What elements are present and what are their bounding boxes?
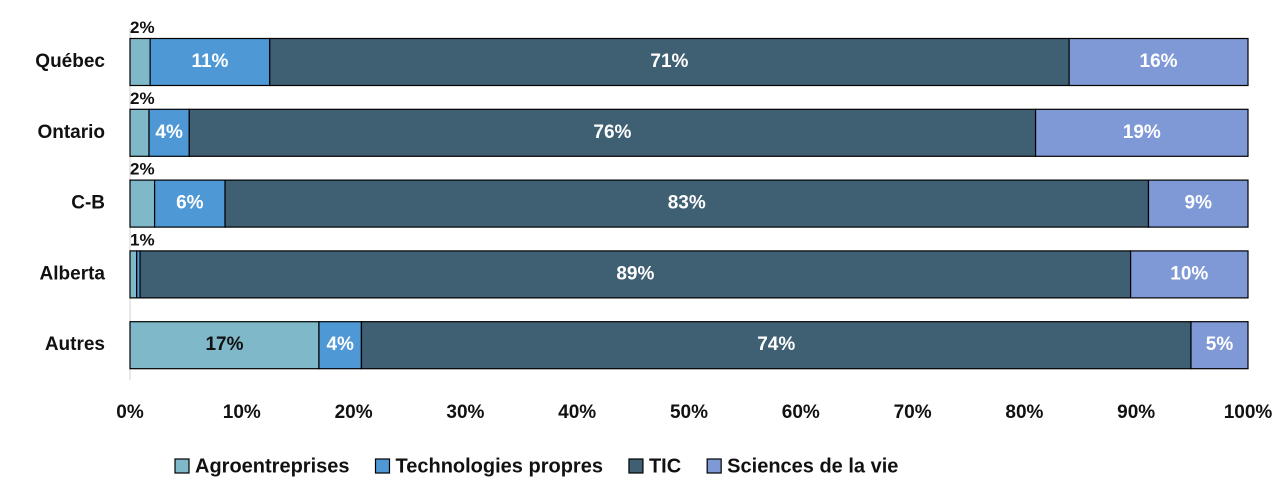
x-tick-label: 60%	[782, 402, 820, 423]
bar-segment	[129, 250, 138, 299]
data-label: 83%	[668, 193, 706, 214]
x-tick-label: 0%	[116, 402, 144, 423]
bar-segment	[129, 179, 156, 228]
data-label: 76%	[593, 122, 631, 143]
data-label: 2%	[130, 18, 155, 37]
data-label: 10%	[1170, 263, 1208, 284]
x-tick-label: 10%	[223, 402, 261, 423]
legend-swatch	[706, 458, 722, 474]
legend-label: Technologies propres	[396, 455, 603, 477]
legend-swatch	[174, 458, 190, 474]
data-label: 16%	[1140, 51, 1178, 72]
bar-segment	[1068, 37, 1249, 87]
legend-swatch	[374, 458, 391, 474]
legend-swatch	[628, 458, 644, 474]
x-tick-label: 90%	[1117, 402, 1155, 423]
data-label: 17%	[205, 334, 243, 355]
x-tick-label: 20%	[335, 402, 373, 423]
category-label: C-B	[71, 193, 105, 214]
category-label: Autres	[45, 334, 105, 355]
x-tick-label: 40%	[558, 402, 596, 423]
data-label: 5%	[1206, 334, 1234, 355]
bar-segment	[129, 37, 151, 87]
legend-label: TIC	[649, 455, 681, 477]
bar-segment	[360, 321, 1192, 370]
data-label: 1%	[130, 230, 155, 249]
bar-segment	[1190, 321, 1249, 370]
x-tick-label: 80%	[1005, 402, 1043, 423]
data-label: 89%	[616, 263, 654, 284]
data-label: 11%	[191, 51, 228, 72]
data-label: 19%	[1123, 122, 1161, 143]
category-label: Québec	[35, 51, 105, 72]
category-label: Ontario	[37, 122, 105, 143]
legend-label: Agroentreprises	[195, 455, 350, 477]
data-label: 71%	[650, 51, 688, 72]
bar-segment	[139, 250, 1132, 299]
category-label: Alberta	[40, 263, 106, 284]
bar-segment	[224, 179, 1150, 228]
bar-segment	[129, 108, 150, 157]
data-label: 6%	[176, 193, 204, 214]
x-tick-label: 50%	[670, 402, 708, 423]
data-label: 74%	[757, 334, 795, 355]
data-label: 2%	[130, 89, 155, 108]
x-tick-label: 30%	[446, 402, 484, 423]
bar-segment	[269, 37, 1070, 87]
bar-segment	[1034, 108, 1249, 157]
data-label: 4%	[155, 122, 183, 143]
bar-segment	[1130, 250, 1249, 299]
x-tick-label: 100%	[1224, 402, 1273, 423]
x-tick-label: 70%	[894, 402, 932, 423]
legend-label: Sciences de la vie	[727, 455, 898, 477]
bar-segment	[129, 321, 320, 370]
data-label: 2%	[130, 160, 155, 179]
data-label: 9%	[1185, 193, 1213, 214]
data-label: 4%	[326, 334, 354, 355]
bar-segment	[1147, 179, 1249, 228]
